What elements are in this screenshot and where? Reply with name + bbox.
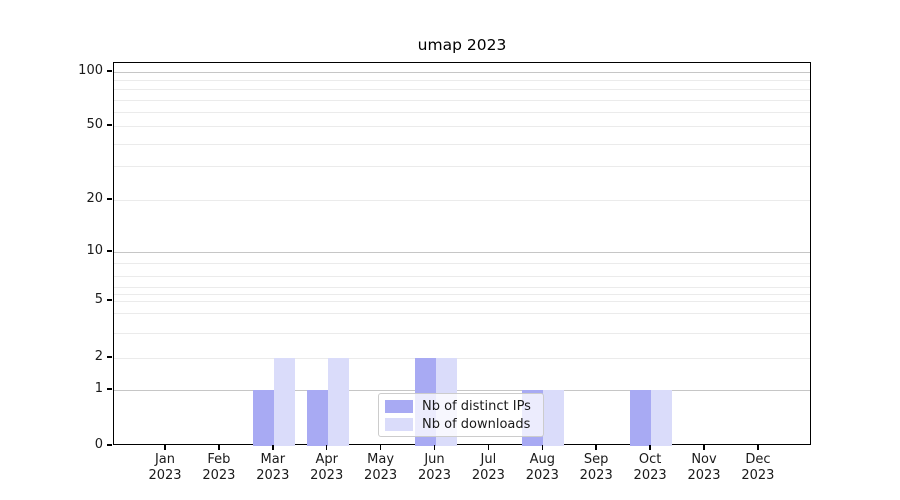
gridline-3	[114, 333, 810, 334]
y-tick-label-2: 2	[94, 349, 103, 364]
x-tick-mark-jul	[487, 445, 490, 450]
y-tick-mark-5	[107, 299, 112, 301]
x-tick-label-nov: Nov 2023	[687, 452, 721, 483]
bar-downloads-oct	[651, 390, 673, 446]
x-tick-mark-jun	[433, 445, 436, 450]
y-tick-mark-50	[107, 124, 112, 126]
y-tick-mark-2	[107, 356, 112, 358]
chart-title: umap 2023	[417, 36, 507, 54]
x-tick-label-sep: Sep 2023	[579, 452, 613, 483]
x-tick-mark-aug	[541, 445, 544, 450]
x-tick-label-may: May 2023	[364, 452, 398, 483]
x-tick-label-mar: Mar 2023	[256, 452, 290, 483]
x-tick-mark-mar	[272, 445, 274, 450]
x-tick-label-jan: Jan 2023	[148, 452, 182, 483]
gridline-20	[114, 200, 810, 201]
x-tick-label-aug: Aug 2023	[525, 452, 559, 483]
bar-downloads-mar	[273, 358, 295, 446]
gridline-4	[114, 313, 810, 314]
gridline-30	[114, 166, 810, 167]
gridline-90	[114, 80, 810, 81]
bar-distinct-ips-mar	[252, 390, 274, 446]
gridline-10	[114, 252, 810, 253]
bar-distinct-ips-oct	[630, 390, 652, 446]
bar-distinct-ips-apr	[306, 390, 328, 446]
x-tick-mark-jan	[164, 445, 166, 450]
gridline-7	[114, 287, 810, 288]
gridline-100	[114, 72, 810, 73]
x-tick-mark-sep	[595, 445, 597, 450]
gridline-40	[114, 144, 810, 145]
x-tick-mark-feb	[218, 445, 220, 450]
y-tick-mark-0	[107, 444, 112, 446]
legend-swatch-downloads	[385, 417, 413, 431]
legend: Nb of distinct IPs Nb of downloads	[378, 393, 544, 437]
bar-downloads-apr	[327, 358, 349, 446]
y-tick-label-0: 0	[94, 437, 103, 452]
gridline-2	[114, 358, 810, 359]
x-tick-mark-apr	[325, 445, 328, 450]
x-tick-label-jun: Jun 2023	[417, 452, 452, 483]
y-tick-mark-1	[107, 388, 112, 390]
x-tick-label-jul: Jul 2023	[471, 452, 505, 483]
gridline-60	[114, 112, 810, 113]
legend-item-downloads: Nb of downloads	[385, 417, 535, 432]
y-tick-label-50: 50	[86, 117, 103, 132]
x-tick-label-feb: Feb 2023	[202, 452, 236, 483]
x-tick-mark-oct	[649, 445, 651, 450]
legend-item-distinct-ips: Nb of distinct IPs	[385, 399, 535, 414]
y-tick-label-100: 100	[78, 63, 103, 78]
gridline-50	[114, 126, 810, 127]
x-tick-mark-may	[379, 445, 382, 450]
y-tick-mark-20	[107, 198, 112, 200]
gridline-80	[114, 89, 810, 90]
gridline-9	[114, 263, 810, 264]
y-tick-mark-100	[107, 70, 112, 72]
bar-downloads-aug	[543, 390, 565, 446]
y-tick-label-10: 10	[86, 243, 103, 258]
y-tick-label-1: 1	[94, 381, 103, 396]
x-tick-mark-nov	[703, 445, 705, 450]
legend-swatch-distinct-ips	[385, 399, 413, 413]
x-tick-mark-dec	[757, 445, 759, 450]
x-tick-label-oct: Oct 2023	[633, 452, 667, 483]
gridline-5	[114, 301, 810, 302]
gridline-6	[114, 294, 810, 295]
gridline-8	[114, 276, 810, 277]
x-tick-label-dec: Dec 2023	[741, 452, 775, 483]
x-tick-label-apr: Apr 2023	[310, 452, 344, 483]
y-tick-label-20: 20	[86, 191, 103, 206]
gridline-70	[114, 100, 810, 101]
gridline-1	[114, 390, 810, 391]
legend-label-downloads: Nb of downloads	[422, 416, 531, 432]
y-tick-mark-10	[107, 250, 112, 252]
legend-label-distinct-ips: Nb of distinct IPs	[422, 398, 531, 414]
plot-area	[113, 62, 811, 446]
y-tick-label-5: 5	[94, 292, 103, 307]
